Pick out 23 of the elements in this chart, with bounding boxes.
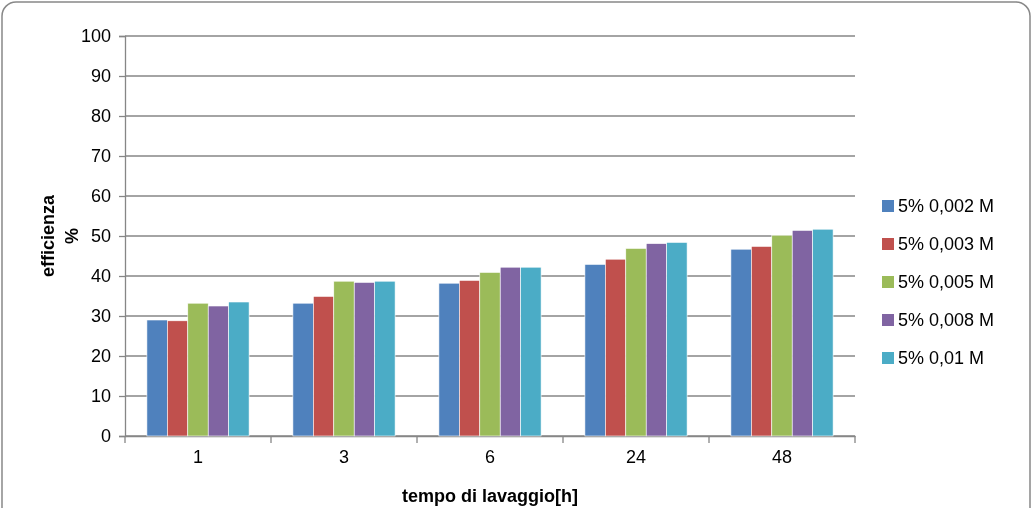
y-tick-label: 30 <box>90 306 111 327</box>
legend-label: 5% 0,008 M <box>898 310 995 330</box>
y-tick-label: 50 <box>90 226 111 247</box>
y-tick-label: 100 <box>80 26 111 47</box>
y-tick-label: 90 <box>90 66 111 87</box>
x-tick-label: 6 <box>484 446 496 467</box>
x-tick-label: 24 <box>625 446 647 467</box>
x-tick-label: 3 <box>338 446 350 467</box>
y-tick-label: 80 <box>90 106 111 127</box>
legend-label: 5% 0,003 M <box>898 234 995 254</box>
legend-label: 5% 0,002 M <box>898 196 995 216</box>
y-axis-title: efficienza % <box>38 194 82 278</box>
x-tick-label: 48 <box>771 446 793 467</box>
x-tick-label: 1 <box>192 446 204 467</box>
legend-label: 5% 0,01 M <box>898 348 985 368</box>
x-axis-title: tempo di lavaggio[h] <box>401 486 579 506</box>
y-tick-label: 40 <box>90 266 111 287</box>
legend-label: 5% 0,005 M <box>898 272 995 292</box>
y-tick-label: 0 <box>100 426 111 447</box>
y-tick-label: 70 <box>90 146 111 167</box>
y-tick-label: 60 <box>90 186 111 207</box>
y-tick-label: 20 <box>90 346 111 367</box>
y-tick-label: 10 <box>90 386 111 407</box>
